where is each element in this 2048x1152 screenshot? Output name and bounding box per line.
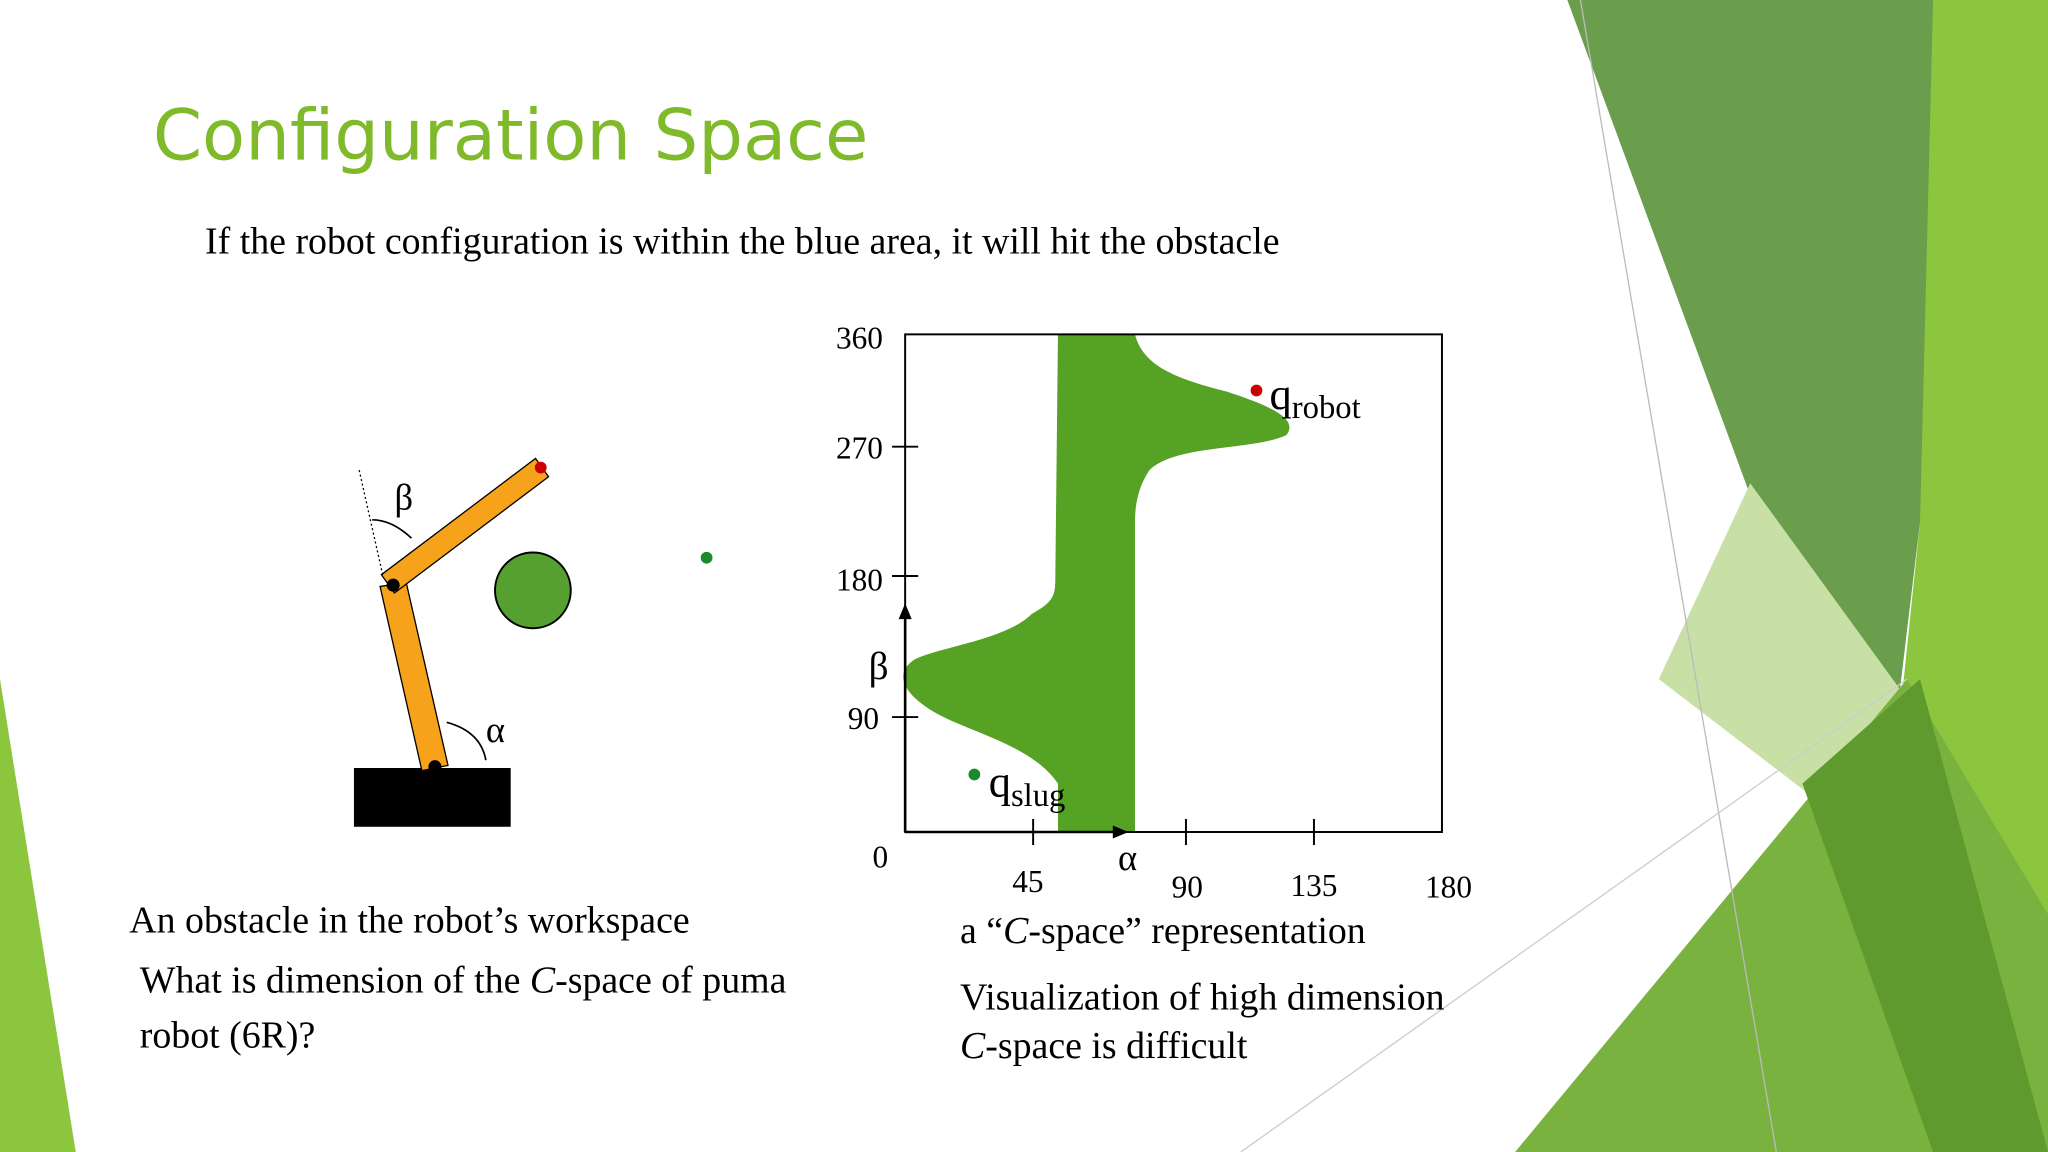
text: -space is difficult — [985, 1025, 1248, 1067]
symbol: q — [1270, 369, 1292, 419]
point — [700, 551, 713, 564]
text: C — [1003, 910, 1029, 952]
deco-line — [1579, 0, 1777, 1152]
text: C — [530, 960, 556, 1002]
x-tick-label: 180 — [1425, 869, 1472, 904]
subscript: robot — [1292, 390, 1361, 426]
q-slug-label: qslug — [989, 757, 1066, 814]
obstacle — [494, 551, 572, 630]
x-tick-label: 0 — [872, 839, 888, 874]
subtitle: If the robot configuration is within the… — [205, 220, 1280, 262]
note: Visualization of high dimension — [960, 977, 1445, 1019]
deco-mid — [1802, 679, 2048, 1152]
question: robot (6R)? — [140, 1015, 316, 1057]
deco-line — [1240, 678, 1908, 1152]
caption: a “C-space” representation — [960, 910, 1366, 952]
robot-diagram: β α — [353, 457, 713, 827]
symbol: q — [989, 757, 1011, 807]
arrowhead — [898, 603, 912, 620]
question: What is dimension of the C-space of puma — [140, 960, 787, 1002]
text: -space of puma — [555, 960, 786, 1002]
joint — [386, 578, 400, 592]
q-robot-label: qrobot — [1270, 369, 1361, 426]
x-tick-label: 90 — [1172, 869, 1203, 904]
deco-dark — [1567, 0, 1999, 849]
end-effector — [534, 461, 547, 474]
joint — [428, 760, 442, 774]
subscript: slug — [1011, 778, 1065, 814]
y-tick-label: 270 — [836, 430, 883, 465]
text: What is dimension of the — [140, 960, 530, 1002]
y-tick-label: 180 — [836, 562, 883, 597]
y-tick-label: 90 — [848, 701, 879, 736]
text: a “ — [960, 910, 1003, 952]
q-robot-point — [1250, 384, 1263, 397]
cspace-obstacle — [903, 334, 1290, 832]
alpha-arc — [446, 721, 487, 761]
alpha-label: α — [486, 709, 505, 750]
note: C-space is difficult — [960, 1025, 1248, 1067]
q-slug-point — [968, 768, 981, 781]
cspace-plot: 360 270 180 90 0 45 90 135 180 β α qrobo… — [836, 321, 1472, 905]
title: Configuration Space — [153, 94, 869, 176]
text: -space” representation — [1028, 910, 1365, 952]
plot-frame — [904, 333, 1443, 833]
x-tick-label: 135 — [1290, 868, 1337, 903]
text: C — [960, 1025, 986, 1067]
arrowhead — [1112, 825, 1129, 839]
beta-arc — [372, 518, 413, 539]
x-tick-label: 45 — [1012, 864, 1043, 899]
robot-base — [353, 768, 511, 827]
y-axis-label: β — [869, 645, 889, 688]
y-tick-label: 360 — [836, 321, 883, 356]
x-axis-label: α — [1118, 837, 1137, 878]
beta-label: β — [394, 476, 413, 517]
caption: An obstacle in the robot’s workspace — [129, 900, 689, 942]
